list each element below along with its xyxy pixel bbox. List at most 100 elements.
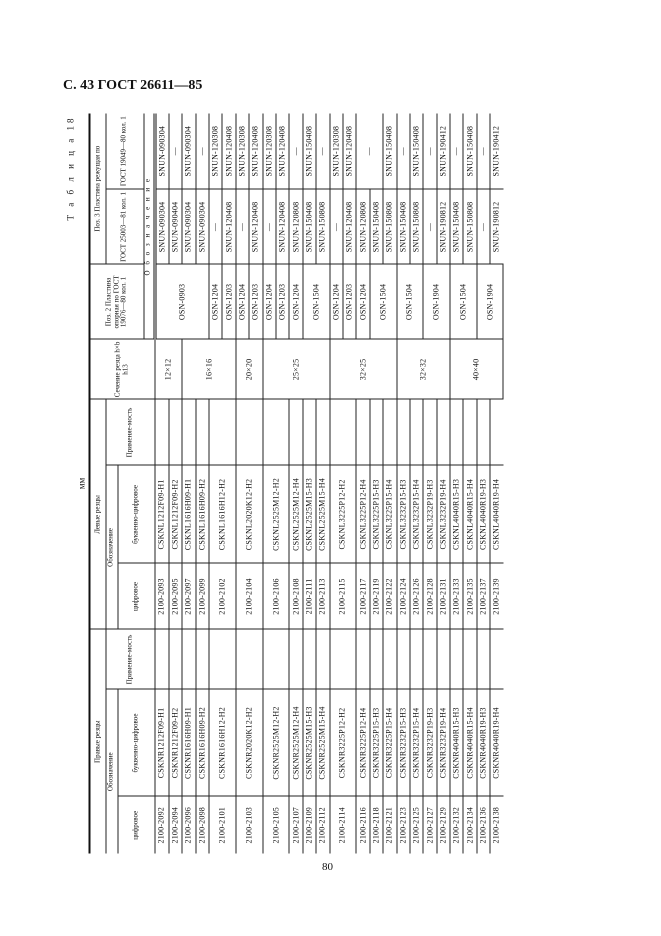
- right-applicability-cell: [288, 628, 303, 689]
- support-insert-cell: OSN-1504: [302, 263, 330, 339]
- cutting-insert-19049-cell: SNUN-090304: [154, 112, 169, 189]
- left-applicability-cell: [262, 398, 289, 465]
- right-applicability-cell: [409, 628, 423, 689]
- header-designation-insert: О б о з н а ч е н и е: [143, 112, 154, 339]
- left-applicability-cell: [476, 398, 490, 465]
- cutting-insert-25003-cell: —: [262, 188, 276, 264]
- cutting-insert-19049-cell: SNUN-190412: [436, 112, 450, 189]
- left-digital-cell: 2100-2119: [369, 562, 383, 629]
- right-applicability-cell: [302, 628, 316, 689]
- table-row: 2100-2114 CSKNR3225P12-H2 2100-2115 CSKNL32…: [329, 112, 397, 853]
- cutting-insert-25003-cell: SNUN-090304: [154, 188, 169, 264]
- section-cell: 32×25: [329, 338, 397, 399]
- left-digital-cell: 2100-2133: [449, 562, 463, 629]
- right-digital-cell: 2100-2094: [168, 796, 182, 853]
- left-digital-cell: 2100-2115: [329, 562, 356, 629]
- right-digital-cell: 2100-2107: [288, 796, 303, 853]
- cutting-insert-25003-cell: SNUN-150808: [315, 188, 330, 264]
- table-row: 2100-2118 CSKNR3225P15-H3 2100-2119 CSKNL32…: [369, 113, 397, 853]
- table-row: 2100-2096 CSKNR1616H09-H1 2100-2097 CSKNL16…: [181, 112, 236, 853]
- table-label: Т а б л и ц а 18: [65, 115, 75, 220]
- right-applicability-cell: [315, 628, 330, 689]
- right-applicability-cell: [489, 628, 503, 689]
- right-digital-cell: 2100-2129: [436, 796, 450, 853]
- section-cell: 40×40: [449, 338, 503, 399]
- right-digital-cell: 2100-2114: [329, 796, 356, 853]
- right-applicability-cell: [208, 628, 236, 689]
- left-digital-cell: 2100-2093: [154, 562, 169, 629]
- right-applicability-cell: [235, 628, 263, 689]
- cutting-insert-19049-cell: SNUN-090304: [181, 112, 196, 189]
- support-insert-cell: OSN-1504: [396, 263, 423, 339]
- left-alphanumeric-cell: CSKNL3232P15-H3: [396, 464, 410, 563]
- table-row: 2100-2116 CSKNR3225P12-H4 2100-2117 CSKNL32…: [355, 112, 383, 853]
- header-gost25003: ГОСТ 25003—81 кол. 1: [105, 188, 143, 264]
- cutting-insert-19049-cell: —: [168, 112, 182, 189]
- left-alphanumeric-cell: CSKNL2525M12-H2: [262, 464, 289, 563]
- support-insert-cell: OSN-0903: [154, 263, 209, 339]
- cutting-insert-19049-cell: —: [476, 112, 490, 189]
- rotated-table-block: Т а б л и ц а 18 мм Правые резцы Левые р…: [65, 112, 507, 853]
- cutting-insert-25003-cell: SNUN-150408: [396, 188, 410, 264]
- cutting-insert-19049-cell: —: [195, 112, 209, 189]
- right-digital-cell: 2100-2127: [422, 796, 437, 853]
- left-alphanumeric-cell: CSKNL3232P15-H4: [409, 464, 423, 563]
- header-left-applicability: Применяе-мость: [105, 398, 154, 465]
- right-digital-cell: 2100-2118: [369, 796, 383, 853]
- cutting-insert-19049-cell: SNUN-120308: [262, 112, 276, 189]
- left-alphanumeric-cell: CSKNL1212F09-H2: [168, 464, 182, 563]
- right-alphanumeric-cell: CSKNR1212F09-H1: [154, 689, 169, 796]
- table-row: 2100-2138 CSKNR4040R19-H4 2100-2139 CSKNL40…: [489, 112, 503, 853]
- left-digital-cell: 2100-2104: [235, 562, 263, 629]
- right-applicability-cell: [168, 628, 182, 689]
- right-digital-cell: 2100-2101: [208, 796, 236, 853]
- right-digital-cell: 2100-2121: [382, 796, 397, 853]
- header-pos3: Поз. 3 Пластина режущая по: [89, 112, 105, 264]
- right-digital-cell: 2100-2098: [195, 796, 209, 853]
- left-alphanumeric-cell: CSKNL2525M15-H4: [315, 464, 330, 563]
- right-digital-cell: 2100-2096: [181, 796, 196, 853]
- left-alphanumeric-cell: CSKNL4040R19-H4: [489, 464, 503, 563]
- cutter-table: Правые резцы Левые резцы Сечение резца h…: [88, 112, 503, 853]
- cutting-insert-19049-cell: SNUN-150408: [382, 112, 397, 189]
- right-applicability-cell: [462, 628, 477, 689]
- left-digital-cell: 2100-2135: [462, 562, 477, 629]
- right-applicability-cell: [355, 628, 370, 689]
- cutting-insert-19049-cell: —: [396, 112, 410, 189]
- right-alphanumeric-cell: CSKNR3225P15-H3: [369, 689, 383, 796]
- cutting-insert-25003-cell: —: [208, 188, 222, 264]
- right-applicability-cell: [262, 628, 289, 689]
- right-alphanumeric-cell: CSKNR3232P19-H3: [422, 689, 437, 796]
- support-insert-cell: OSN-1504: [369, 263, 397, 339]
- left-applicability-cell: [409, 398, 423, 465]
- cutting-insert-19049-cell: SNUN-120408: [275, 112, 289, 189]
- left-digital-cell: 2100-2102: [208, 562, 236, 629]
- left-applicability-cell: [329, 398, 356, 465]
- left-applicability-cell: [462, 398, 477, 465]
- right-alphanumeric-cell: CSKNR4040R15-H3: [449, 689, 463, 796]
- table-row: 2100-2136 CSKNR4040R19-H3 2100-2137 CSKNL40…: [476, 112, 503, 853]
- right-alphanumeric-cell: CSKNR2525M12-H2: [262, 689, 289, 796]
- table-row: 2100-2105 CSKNR2525M12-H2 2100-2106 CSKNL25…: [262, 112, 330, 853]
- right-alphanumeric-cell: CSKNR4040R15-H4: [462, 689, 477, 796]
- left-alphanumeric-cell: CSKNL1616H09-H2: [195, 464, 209, 563]
- cutting-insert-19049-cell: SNUN-120408: [221, 112, 236, 189]
- right-applicability-cell: [195, 628, 209, 689]
- left-alphanumeric-cell: CSKNL2020K12-H2: [235, 464, 263, 563]
- right-applicability-cell: [181, 628, 196, 689]
- right-digital-cell: 2100-2116: [355, 796, 370, 853]
- cutting-insert-19049-cell: SNUN-120308: [235, 112, 249, 189]
- cutting-insert-25003-cell: SNUN-090304: [181, 188, 196, 264]
- header-left-cutters: Левые резцы: [89, 398, 105, 629]
- cutting-insert-25003-cell: SNUN-150808: [462, 188, 477, 264]
- cutting-insert-25003-cell: SNUN-150408: [369, 188, 383, 264]
- right-applicability-cell: [396, 628, 410, 689]
- left-applicability-cell: [208, 398, 236, 465]
- right-digital-cell: 2100-2112: [315, 796, 330, 853]
- table-row: 2100-2123 CSKNR3232P15-H3 2100-2124 CSKNL32…: [396, 112, 450, 853]
- section-cell: 32×32: [396, 338, 450, 399]
- left-alphanumeric-cell: CSKNL3225P12-H2: [329, 464, 356, 563]
- right-alphanumeric-cell: CSKNR4040R19-H3: [476, 689, 490, 796]
- cutting-insert-19049-cell: —: [449, 112, 463, 189]
- right-alphanumeric-cell: CSKNR3225P12-H2: [329, 689, 356, 796]
